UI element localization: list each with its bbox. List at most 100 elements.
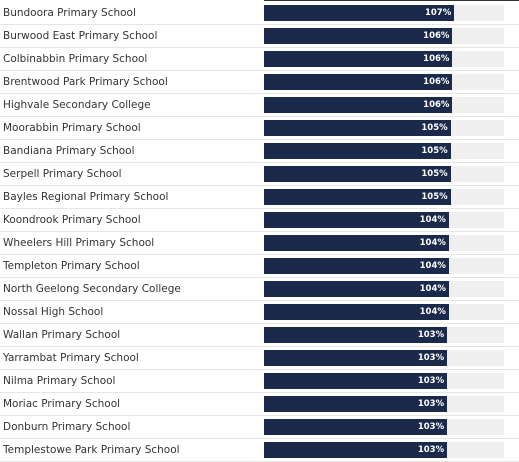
row-divider: [0, 323, 519, 324]
bar: 106%: [264, 74, 453, 90]
bar-track: 106%: [264, 74, 504, 90]
data-label: 105%: [421, 146, 448, 156]
bar: 103%: [264, 396, 448, 412]
data-label: 104%: [419, 215, 446, 225]
data-label: 104%: [419, 284, 446, 294]
row-divider: [0, 116, 519, 117]
table-row: Wallan Primary School 103%: [0, 324, 519, 347]
row-divider: [0, 231, 519, 232]
bar-track: 106%: [264, 97, 504, 113]
data-label: 106%: [423, 31, 450, 41]
bar: 103%: [264, 419, 448, 435]
bar: 103%: [264, 442, 448, 458]
bar-track: 104%: [264, 281, 504, 297]
row-divider: [0, 300, 519, 301]
category-label: Templestowe Park Primary School: [3, 444, 180, 456]
bar: 106%: [264, 28, 453, 44]
category-label: Templeton Primary School: [3, 260, 140, 272]
category-label: North Geelong Secondary College: [3, 283, 181, 295]
table-row: Wheelers Hill Primary School 104%: [0, 232, 519, 255]
bar-track: 104%: [264, 258, 504, 274]
row-divider: [0, 70, 519, 71]
category-label: Nossal High School: [3, 306, 104, 318]
table-row: Bandiana Primary School 105%: [0, 140, 519, 163]
row-divider: [0, 346, 519, 347]
bar: 107%: [264, 5, 455, 21]
data-label: 105%: [421, 169, 448, 179]
table-row: Serpell Primary School 105%: [0, 163, 519, 186]
table-row: North Geelong Secondary College 104%: [0, 278, 519, 301]
category-label: Wallan Primary School: [3, 329, 121, 341]
bar: 106%: [264, 97, 453, 113]
table-row: Highvale Secondary College 106%: [0, 94, 519, 117]
table-row: Burwood East Primary School 106%: [0, 25, 519, 48]
bar-track: 103%: [264, 419, 504, 435]
category-label: Yarrambat Primary School: [3, 352, 139, 364]
bar: 104%: [264, 235, 449, 251]
row-divider: [0, 208, 519, 209]
data-label: 104%: [419, 238, 446, 248]
bar: 103%: [264, 327, 448, 343]
row-divider: [0, 254, 519, 255]
bar-track: 105%: [264, 189, 504, 205]
bar-track: 104%: [264, 212, 504, 228]
category-label: Donburn Primary School: [3, 421, 131, 433]
table-row: Bayles Regional Primary School 105%: [0, 186, 519, 209]
category-label: Highvale Secondary College: [3, 99, 151, 111]
table-row: Nilma Primary School 103%: [0, 370, 519, 393]
table-row: Donburn Primary School 103%: [0, 416, 519, 439]
bar-track: 103%: [264, 396, 504, 412]
row-divider: [0, 415, 519, 416]
table-row: Moriac Primary School 103%: [0, 393, 519, 416]
data-label: 104%: [419, 261, 446, 271]
row-divider: [0, 162, 519, 163]
bar-track: 103%: [264, 442, 504, 458]
data-label: 106%: [423, 77, 450, 87]
row-divider: [0, 24, 519, 25]
row-divider: [0, 185, 519, 186]
bar-track: 103%: [264, 327, 504, 343]
bar-track: 105%: [264, 120, 504, 136]
category-label: Nilma Primary School: [3, 375, 116, 387]
bar: 104%: [264, 212, 449, 228]
bar-track: 103%: [264, 350, 504, 366]
row-divider: [0, 392, 519, 393]
category-label: Bundoora Primary School: [3, 7, 136, 19]
bar: 104%: [264, 281, 449, 297]
bar-track: 107%: [264, 5, 504, 21]
bar: 105%: [264, 143, 451, 159]
row-divider: [0, 93, 519, 94]
data-label: 103%: [417, 330, 445, 340]
bar: 103%: [264, 373, 448, 389]
table-row: Koondrook Primary School 104%: [0, 209, 519, 232]
category-label: Moorabbin Primary School: [3, 122, 141, 134]
data-label: 103%: [417, 422, 445, 432]
bar: 104%: [264, 258, 449, 274]
data-label: 105%: [421, 123, 448, 133]
table-row: Nossal High School 104%: [0, 301, 519, 324]
table-row: Colbinabbin Primary School 106%: [0, 48, 519, 71]
bar-track: 105%: [264, 143, 504, 159]
table-row: Moorabbin Primary School 105%: [0, 117, 519, 140]
data-label: 106%: [423, 100, 450, 110]
data-label: 104%: [419, 307, 446, 317]
row-divider: [0, 438, 519, 439]
bar: 105%: [264, 166, 451, 182]
table-row: Brentwood Park Primary School 106%: [0, 71, 519, 94]
data-label: 103%: [417, 376, 445, 386]
table-row: Bundoora Primary School 107%: [0, 2, 519, 25]
table-row: Yarrambat Primary School 103%: [0, 347, 519, 370]
data-label: 105%: [421, 192, 448, 202]
category-label: Koondrook Primary School: [3, 214, 141, 226]
row-divider: [0, 47, 519, 48]
bar: 105%: [264, 120, 451, 136]
category-label: Burwood East Primary School: [3, 30, 158, 42]
data-label: 103%: [417, 353, 445, 363]
category-label: Colbinabbin Primary School: [3, 53, 148, 65]
data-label: 103%: [417, 445, 445, 455]
bar-track: 104%: [264, 235, 504, 251]
bar-track: 106%: [264, 28, 504, 44]
category-label: Bandiana Primary School: [3, 145, 135, 157]
data-label: 106%: [423, 54, 450, 64]
